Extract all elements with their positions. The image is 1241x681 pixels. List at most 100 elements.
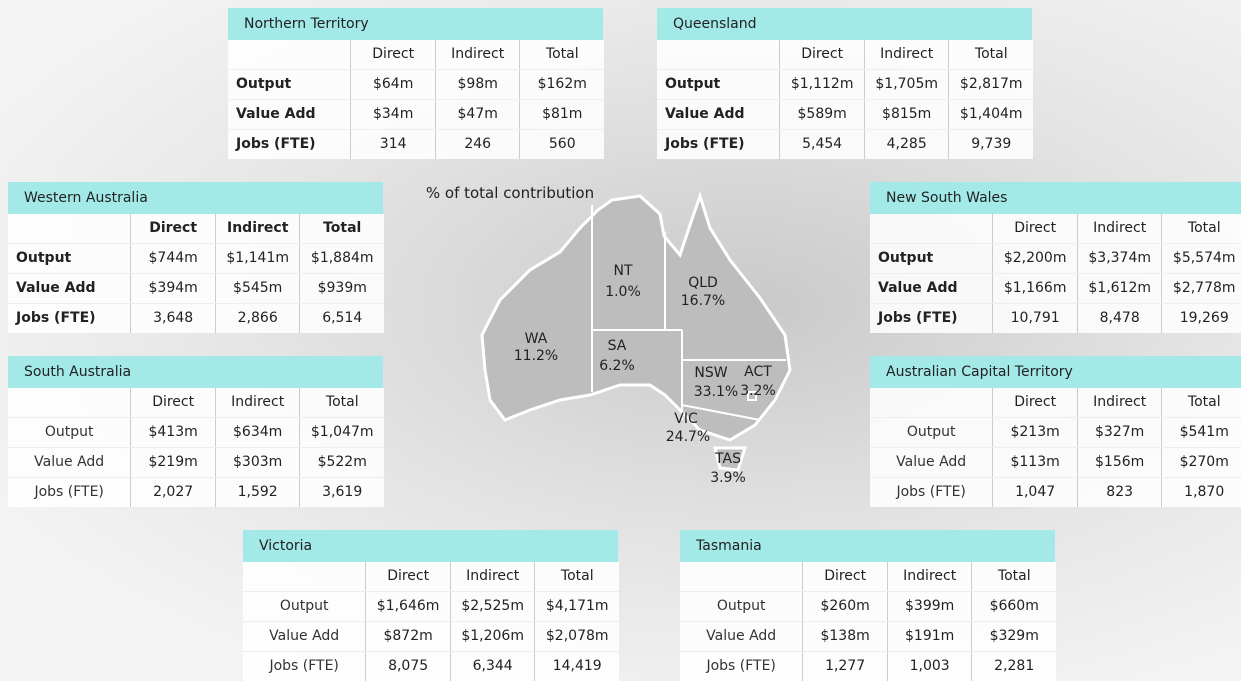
row-label: Value Add	[16, 280, 96, 296]
column-header: Indirect	[449, 562, 535, 591]
region-name: TAS	[714, 451, 741, 467]
table-row: Value Add $1,166m $1,612m $2,778m	[870, 273, 1241, 303]
column-header: Direct	[802, 562, 887, 591]
row-label: Value Add	[34, 454, 105, 470]
cell: 1,592	[214, 478, 300, 507]
cell: $394m	[130, 274, 215, 303]
cell: 1,277	[802, 652, 887, 681]
tasmania	[713, 446, 748, 472]
table-title: Victoria	[243, 530, 618, 562]
table-row: Jobs (FTE) 5,454 4,285 9,739	[657, 129, 1033, 159]
region-share: 33.1%	[694, 384, 738, 400]
table-row: Jobs (FTE) 1,277 1,003 2,281	[680, 651, 1056, 681]
cell: $260m	[802, 592, 887, 621]
cell: $1,112m	[779, 70, 864, 99]
cell: 8,478	[1076, 304, 1162, 333]
cell: $270m	[1161, 448, 1241, 477]
row-label: Output	[44, 424, 94, 440]
cell: $872m	[365, 622, 450, 651]
state-table: Tasmania Direct Indirect Total Output $260m $3…	[680, 530, 1056, 681]
region-name: QLD	[688, 275, 718, 291]
table-row: Output $260m $399m $660m	[680, 591, 1056, 621]
table-row: Value Add $34m $47m $81m	[228, 99, 604, 129]
cell: 2,027	[130, 478, 215, 507]
table-row: Output $213m $327m $541m	[870, 417, 1241, 447]
column-header: Indirect	[863, 40, 949, 69]
table-row: Output $413m $634m $1,047m	[8, 417, 384, 447]
table-row: Jobs (FTE) 10,791 8,478 19,269	[870, 303, 1241, 333]
column-header: Total	[1161, 388, 1241, 417]
row-label: Jobs (FTE)	[665, 136, 745, 152]
row-label: Jobs (FTE)	[878, 310, 958, 326]
region-share: 3.9%	[710, 470, 746, 486]
column-header: Direct	[779, 40, 864, 69]
cell: 2,281	[971, 652, 1056, 681]
cell: $162m	[519, 70, 604, 99]
cell: $2,078m	[534, 622, 619, 651]
cell: $1,705m	[863, 70, 949, 99]
row-label: Output	[878, 250, 934, 266]
column-header: Direct	[130, 388, 215, 417]
cell: $522m	[299, 448, 384, 477]
table-row: Value Add $219m $303m $522m	[8, 447, 384, 477]
cell: 4,285	[863, 130, 949, 159]
row-label: Value Add	[896, 454, 967, 470]
corner-cell	[243, 562, 365, 591]
row-label: Value Add	[665, 106, 745, 122]
cell: $219m	[130, 448, 215, 477]
cell: $2,778m	[1161, 274, 1241, 303]
header-row: Direct Indirect Total	[8, 214, 384, 243]
corner-cell	[680, 562, 802, 591]
cell: $1,646m	[365, 592, 450, 621]
row-label: Jobs (FTE)	[236, 136, 316, 152]
mainland	[480, 191, 792, 442]
table-title: New South Wales	[870, 182, 1241, 214]
cell: $47m	[434, 100, 520, 129]
region-share: 6.2%	[599, 358, 635, 374]
cell: $1,884m	[299, 244, 384, 273]
cell: 9,739	[948, 130, 1033, 159]
table-title: Western Australia	[8, 182, 383, 214]
cell: $1,612m	[1076, 274, 1162, 303]
state-table: South Australia Direct Indirect Total Output…	[8, 356, 384, 507]
cell: $2,525m	[449, 592, 535, 621]
column-header: Total	[534, 562, 619, 591]
column-header: Total	[519, 40, 604, 69]
cell: $589m	[779, 100, 864, 129]
column-header: Indirect	[1076, 214, 1162, 243]
region-share: 11.2%	[514, 348, 558, 364]
cell: $1,404m	[948, 100, 1033, 129]
header-row: Direct Indirect Total	[680, 562, 1056, 591]
header-row: Direct Indirect Total	[243, 562, 619, 591]
cell: 6,514	[299, 304, 384, 333]
column-header: Direct	[350, 40, 435, 69]
cell: $815m	[863, 100, 949, 129]
cell: $399m	[886, 592, 972, 621]
state-table: Queensland Direct Indirect Total Output $1,11…	[657, 8, 1033, 159]
state-table: Western Australia Direct Indirect Total Outp…	[8, 182, 384, 333]
cell: $1,047m	[299, 418, 384, 447]
region-name: ACT	[744, 364, 772, 380]
table-row: Output $1,112m $1,705m $2,817m	[657, 69, 1033, 99]
table-title: Australian Capital Territory	[870, 356, 1241, 388]
cell: $156m	[1076, 448, 1162, 477]
row-label: Output	[279, 598, 329, 614]
row-label: Jobs (FTE)	[16, 310, 96, 326]
cell: $81m	[519, 100, 604, 129]
cell: $545m	[214, 274, 300, 303]
column-header: Total	[1161, 214, 1241, 243]
row-label: Jobs (FTE)	[269, 658, 339, 674]
cell: 14,419	[534, 652, 619, 681]
cell: $939m	[299, 274, 384, 303]
column-header: Total	[971, 562, 1056, 591]
cell: $1,206m	[449, 622, 535, 651]
region-name: WA	[525, 331, 548, 347]
cell: $329m	[971, 622, 1056, 651]
region-name: NT	[613, 263, 632, 279]
table-row: Output $1,646m $2,525m $4,171m	[243, 591, 619, 621]
table-row: Jobs (FTE) 3,648 2,866 6,514	[8, 303, 384, 333]
cell: 1,870	[1161, 478, 1241, 507]
cell: $138m	[802, 622, 887, 651]
